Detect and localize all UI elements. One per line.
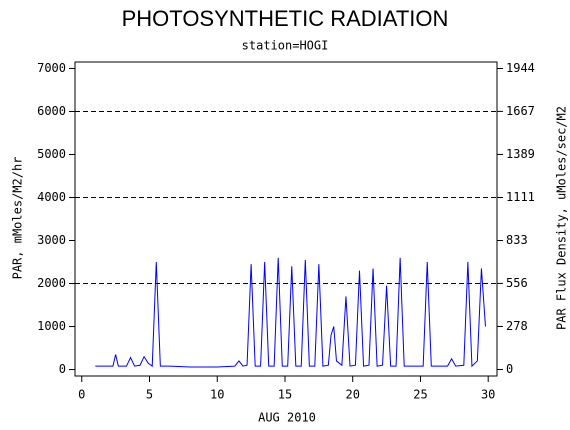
x-axis-label: AUG 2010 [258,411,316,425]
x-tick-label: 15 [278,388,292,402]
x-tick-label: 25 [413,388,427,402]
y2-tick-label: 1111 [506,190,535,204]
plot-frame [74,61,498,377]
y2-tick-label: 1944 [506,61,535,75]
y2-tick-label: 556 [506,276,528,290]
y-axis-label: PAR, mMoles/M2/hr [11,157,25,280]
y2-tick-label: 1667 [506,104,535,118]
x-tick-label: 0 [78,388,85,402]
data-line [95,257,486,368]
y2-axis-label: PAR Flux Density, uMoles/sec/M2 [555,106,569,330]
y2-tick-label: 833 [506,233,528,247]
x-tick-label: 5 [146,388,153,402]
y-tick-label: 7000 [37,61,66,75]
y2-tick-label: 1389 [506,147,535,161]
x-tick-label: 20 [345,388,359,402]
x-tick-label: 30 [481,388,495,402]
y2-tick-label: 278 [506,319,528,333]
x-tick-label: 10 [210,388,224,402]
y-tick-label: 0 [59,362,66,376]
y-tick-label: 6000 [37,104,66,118]
y-tick-label: 4000 [37,190,66,204]
y2-tick-label: 0 [506,362,513,376]
y-tick-label: 2000 [37,276,66,290]
y-tick-label: 3000 [37,233,66,247]
y-tick-label: 1000 [37,319,66,333]
y-tick-label: 5000 [37,147,66,161]
chart-subtitle: station=HOGI [242,39,329,53]
chart-title: PHOTOSYNTHETIC RADIATION [122,6,449,31]
